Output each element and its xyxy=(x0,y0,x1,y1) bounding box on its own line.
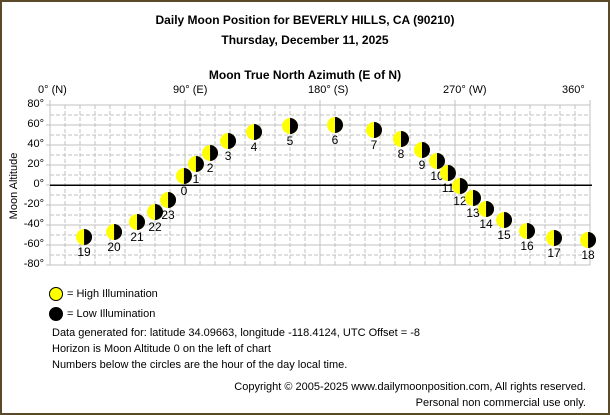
hour-label: 3 xyxy=(225,149,232,163)
hour-label: 15 xyxy=(497,228,511,242)
hour-label: 1 xyxy=(193,172,200,186)
hour-label: 13 xyxy=(466,206,480,220)
moon-point-hour-5: 5 xyxy=(282,118,298,148)
y-tick-label: -40° xyxy=(23,218,44,230)
y-tick-label: -80° xyxy=(23,258,44,270)
hour-label: 12 xyxy=(453,194,467,208)
moon-point-hour-9: 9 xyxy=(414,142,430,172)
moon-point-hour-14: 14 xyxy=(478,201,495,231)
copyright: Copyright © 2005-2025 www.dailymoonposit… xyxy=(234,381,586,393)
high-illumination-icon xyxy=(49,287,63,301)
hour-label: 17 xyxy=(547,246,561,260)
hour-label: 23 xyxy=(161,208,175,222)
info-hours: Numbers below the circles are the hour o… xyxy=(52,359,348,371)
legend-high: = High Illumination xyxy=(49,287,158,301)
moon-point-hour-22: 22 xyxy=(147,204,163,234)
hour-label: 21 xyxy=(130,230,144,244)
info-coordinates: Data generated for: latitude 34.09663, l… xyxy=(52,327,421,339)
moon-point-hour-19: 19 xyxy=(76,229,93,259)
chart-title: Daily Moon Position for BEVERLY HILLS, C… xyxy=(155,13,455,27)
legend-low: = Low Illumination xyxy=(49,307,155,321)
hour-label: 7 xyxy=(371,138,378,152)
hour-label: 8 xyxy=(398,147,405,161)
moon-point-hour-20: 20 xyxy=(106,224,123,254)
hour-label: 16 xyxy=(520,239,534,253)
y-tick-label: -20° xyxy=(23,198,44,210)
moon-point-hour-2: 2 xyxy=(202,145,219,175)
moon-point-hour-10: 10 xyxy=(429,153,445,183)
hour-label: 4 xyxy=(251,140,258,154)
hour-label: 6 xyxy=(332,133,339,147)
y-tick-label: 0° xyxy=(33,178,44,190)
legend-low-label: = Low Illumination xyxy=(67,308,156,320)
moon-point-hour-11: 11 xyxy=(439,165,456,195)
hour-label: 11 xyxy=(442,181,455,195)
hour-label: 5 xyxy=(287,134,294,148)
legend-high-label: = High Illumination xyxy=(67,288,158,300)
moon-point-hour-12: 12 xyxy=(451,178,468,208)
chart-date: Thursday, December 11, 2025 xyxy=(221,33,389,47)
hour-label: 14 xyxy=(479,217,493,231)
moon-point-hour-6: 6 xyxy=(327,117,343,147)
y-tick-label: -60° xyxy=(23,238,44,250)
moon-point-hour-7: 7 xyxy=(366,122,382,152)
moon-point-hour-0: 0 xyxy=(175,168,192,198)
x-tick-label: 0° (N) xyxy=(38,84,67,96)
y-tick-label: 60° xyxy=(27,118,44,130)
moon-point-hour-21: 21 xyxy=(129,214,145,244)
moon-point-hour-4: 4 xyxy=(246,124,262,154)
moon-point-hour-16: 16 xyxy=(519,223,535,253)
moon-point-hour-13: 13 xyxy=(465,190,481,220)
y-tick-label: 20° xyxy=(27,158,44,170)
y-tick-label: 80° xyxy=(27,98,44,110)
y-tick-label: 40° xyxy=(27,138,44,150)
hour-label: 2 xyxy=(207,161,214,175)
hour-label: 9 xyxy=(419,158,426,172)
info-horizon: Horizon is Moon Altitude 0 on the left o… xyxy=(52,343,271,355)
moon-point-hour-17: 17 xyxy=(546,230,562,260)
hour-label: 20 xyxy=(107,240,121,254)
hour-label: 19 xyxy=(77,245,91,259)
x-tick-label: 270° (W) xyxy=(443,84,487,96)
x-tick-label: 360° xyxy=(562,84,585,96)
moon-point-hour-23: 23 xyxy=(160,192,177,222)
x-tick-label: 180° (S) xyxy=(308,84,349,96)
x-axis-title: Moon True North Azimuth (E of N) xyxy=(208,68,402,82)
low-illumination-icon xyxy=(49,307,63,321)
hour-label: 22 xyxy=(148,220,162,234)
moon-point-hour-3: 3 xyxy=(220,133,237,163)
moon-point-hour-15: 15 xyxy=(496,212,513,242)
moon-point-hour-8: 8 xyxy=(393,131,409,161)
x-tick-label: 90° (E) xyxy=(173,84,208,96)
moon-point-hour-1: 1 xyxy=(187,156,204,186)
hour-label: 18 xyxy=(581,248,595,262)
moon-point-hour-18: 18 xyxy=(580,232,597,262)
hour-label: 0 xyxy=(181,184,188,198)
usage-note: Personal non commercial use only. xyxy=(415,397,586,409)
